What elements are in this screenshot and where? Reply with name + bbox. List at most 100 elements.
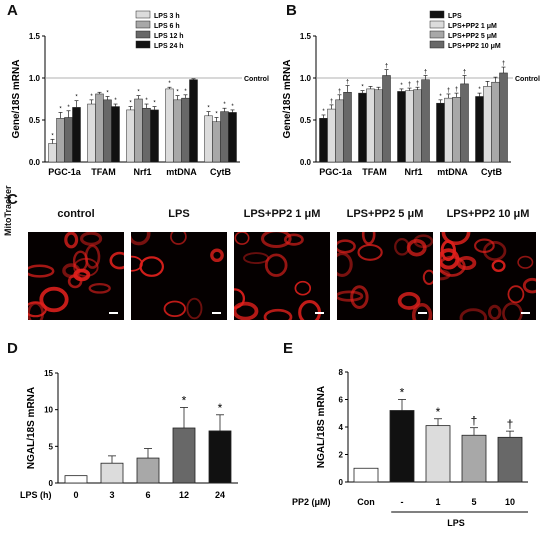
significance-marker: *: [215, 111, 218, 117]
bar: [475, 96, 484, 163]
stained-cell: [264, 253, 288, 277]
significance-marker: *: [231, 104, 234, 110]
y-axis-label: NGAL/18S mRNA: [316, 386, 327, 468]
bar: [134, 98, 143, 163]
scale-bar: [212, 312, 221, 314]
category-label: TFAM: [91, 167, 116, 177]
legend-label: LPS 12 h: [154, 33, 184, 40]
control-line-label: Control: [244, 76, 269, 83]
legend-label: LPS 24 h: [154, 43, 184, 50]
category-label: CytB: [481, 167, 503, 177]
bar: [220, 111, 229, 163]
y-axis-label: Gene/18S mRNA: [282, 60, 293, 139]
legend-swatch: [135, 10, 151, 19]
category-label: 24: [215, 490, 225, 500]
category-label: mtDNA: [437, 167, 468, 177]
significance-marker: *: [67, 105, 70, 111]
category-label: Nrf1: [404, 167, 422, 177]
bar: [499, 72, 508, 163]
y-tick-label: 0: [339, 478, 344, 487]
significance-marker: *: [129, 101, 132, 107]
category-label: 1: [435, 497, 440, 507]
significance-marker: †: [455, 87, 458, 93]
legend-label: LPS: [448, 13, 462, 20]
bar: [56, 118, 65, 163]
significance-marker: *: [59, 106, 62, 112]
fluorescence-pattern: [440, 232, 536, 320]
stained-cell: [522, 277, 536, 294]
stained-cell: [28, 264, 55, 278]
significance-marker: †: [447, 88, 450, 94]
mitotracker-side-label: MitoTracker: [3, 185, 13, 236]
category-label: 3: [109, 490, 114, 500]
y-tick-label: 1.0: [29, 74, 41, 83]
significance-marker: *: [90, 94, 93, 100]
fluorescence-pattern: [28, 232, 124, 320]
legend-swatch: [135, 20, 151, 29]
bar: [327, 108, 336, 163]
stained-cell: [294, 280, 312, 296]
legend-label: LPS 3 h: [154, 13, 180, 20]
stained-cell: [337, 239, 356, 254]
bar: [374, 89, 383, 163]
fluorescence-pattern: [337, 232, 433, 320]
stained-cell: [337, 290, 364, 302]
stained-cell: [440, 255, 466, 277]
stained-cell: [440, 269, 451, 281]
bar: [142, 107, 151, 163]
stained-cell: [394, 237, 410, 256]
y-axis-label: NGAL/18S mRNA: [26, 387, 37, 469]
scale-bar: [109, 312, 118, 314]
stained-cell: [243, 252, 270, 265]
stained-cell: [88, 282, 111, 294]
fluorescence-pattern: [234, 232, 322, 320]
stained-cell: [64, 232, 79, 249]
significance-marker: †: [416, 81, 419, 87]
y-tick-label: 1.0: [300, 74, 312, 83]
stained-cell: [109, 251, 124, 270]
bar: [497, 436, 523, 483]
stained-cell: [350, 285, 369, 309]
significance-marker: *: [400, 83, 403, 89]
stained-cell: [62, 263, 81, 279]
significance-marker: *: [436, 405, 441, 419]
category-label: 10: [505, 497, 515, 507]
stained-cell: [80, 232, 103, 246]
scale-bar: [521, 312, 530, 314]
y-tick-label: 6: [339, 396, 344, 405]
y-tick-label: 8: [339, 368, 344, 377]
bar: [150, 109, 159, 163]
stained-cell: [456, 255, 477, 270]
stained-cell: [491, 259, 506, 272]
legend-swatch: [429, 40, 445, 49]
significance-marker: †: [346, 80, 349, 86]
category-label: PGC-1a: [319, 167, 353, 177]
significance-marker: *: [145, 98, 148, 104]
category-label: PGC-1a: [48, 167, 82, 177]
legend-swatch: [135, 40, 151, 49]
significance-marker: †: [408, 82, 411, 88]
bar: [405, 90, 414, 163]
stained-cell: [170, 232, 187, 245]
bar: [165, 88, 174, 163]
legend-swatch: [135, 30, 151, 39]
panel-letter-b: B: [286, 2, 297, 19]
bar: [212, 121, 221, 163]
category-label: TFAM: [362, 167, 387, 177]
category-label: -: [401, 497, 404, 507]
micro-title-lps: LPS: [168, 208, 190, 220]
panel-letter-a: A: [7, 2, 18, 19]
y-tick-label: 5: [49, 442, 54, 451]
micro-image-pp2-5: [337, 232, 433, 320]
significance-marker: †: [463, 69, 466, 75]
significance-marker: *: [439, 94, 442, 100]
stained-cell: [234, 301, 259, 320]
significance-marker: †: [507, 417, 514, 431]
category-label: 12: [179, 490, 189, 500]
significance-marker: *: [478, 87, 481, 93]
bar: [87, 103, 96, 163]
bar: [366, 88, 375, 163]
bar: [136, 457, 160, 484]
bar: [103, 99, 112, 163]
bar: [95, 93, 104, 163]
